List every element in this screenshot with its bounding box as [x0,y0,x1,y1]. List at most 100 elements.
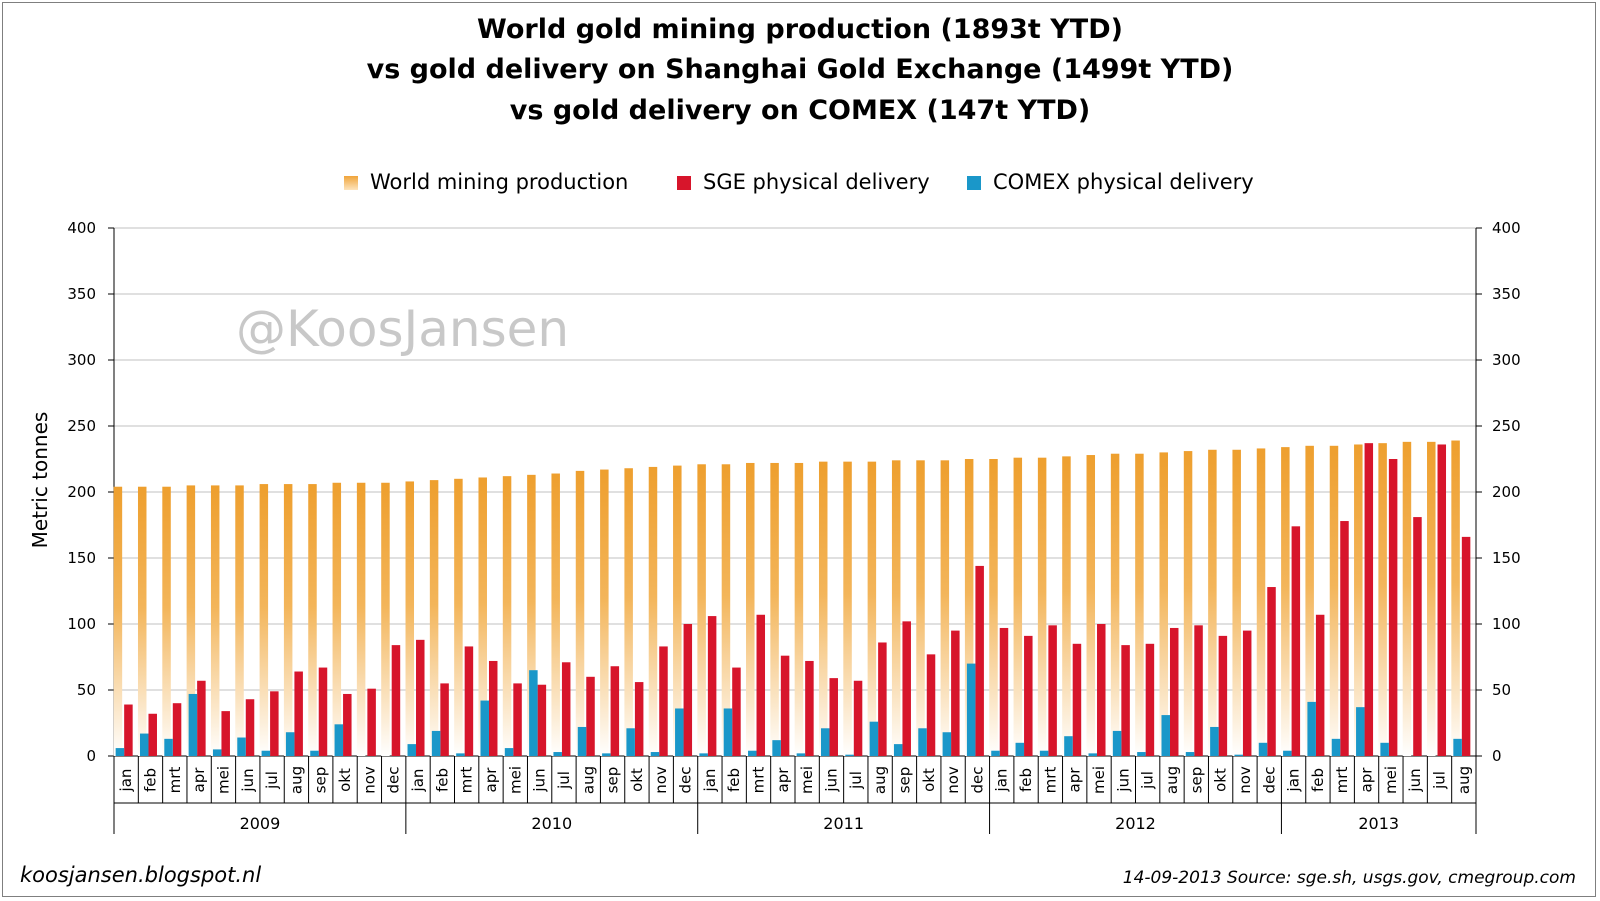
x-tick-label-month: nov [652,766,670,794]
x-tick-label-month: jul [1139,771,1157,790]
bar-sge [829,678,838,756]
bar-sge [318,667,328,756]
chart-title-line-1: World gold mining production (1893t YTD) [477,14,1123,45]
x-tick-label-month: sep [1187,767,1205,794]
bar-sge [561,662,571,756]
x-tick-label-month: jan [117,769,135,793]
bar-sge [172,703,182,756]
bar-comex [1161,715,1170,756]
x-tick-label-month: dec [677,767,695,794]
bar-mining [770,462,779,756]
bar-sge [1364,443,1374,756]
bar-comex [431,730,441,756]
bar-sge [440,683,449,756]
y-tick-label-left: 0 [86,747,96,765]
x-tick-label-month: mrt [750,767,768,794]
x-tick-label-month: feb [725,768,743,792]
bar-comex [748,750,757,756]
x-tick-label-month: feb [141,768,159,792]
x-tick-label-year: 2010 [531,814,572,833]
y-tick-label-left: 250 [67,417,96,435]
x-tick-label-month: apr [1358,767,1376,793]
legend-label-mining: World mining production [370,170,629,194]
bar-comex [164,738,173,756]
bar-comex [1307,701,1316,756]
bar-mining [575,470,585,756]
bar-sge [999,627,1009,756]
bar-mining [964,459,974,756]
bar-mining [454,478,463,756]
bar-sge [1097,624,1106,756]
bar-comex [918,728,927,756]
bar-mining [186,485,196,756]
x-tick-label-month: okt [628,768,646,792]
bar-mining [746,462,755,756]
bar-mining [356,482,366,756]
x-tick-label-month: dec [968,767,986,794]
bar-comex [650,752,660,756]
bar-sge [1194,625,1203,756]
bar-comex [675,708,684,756]
x-tick-label-month: jun [822,768,840,792]
y-tick-label-right: 100 [1492,615,1521,633]
bar-sge [124,704,133,756]
bar-comex [942,732,952,756]
bar-sge [1024,635,1033,756]
x-tick-label-month: aug [1163,766,1181,794]
bar-mining [1378,443,1387,756]
bar-comex [115,748,125,756]
x-tick-label-month: sep [604,767,622,794]
bar-sge [756,614,766,756]
bar-comex [310,750,319,756]
bar-mining [867,461,877,756]
bar-comex [480,700,489,756]
bar-mining [624,468,633,756]
y-tick-label-left: 400 [67,219,96,237]
bar-comex [237,737,246,756]
legend-swatch-mining [344,176,358,190]
bar-sge [1072,643,1082,756]
x-tick-label-month: sep [895,767,913,794]
bar-mining [259,484,269,756]
bar-comex [1331,738,1341,756]
x-tick-label-month: jun [531,768,549,792]
bar-sge [878,642,887,756]
bar-mining [429,480,439,756]
bar-comex [212,749,222,756]
y-tick-label-right: 50 [1492,681,1511,699]
bar-comex [1258,742,1268,756]
bar-comex [966,663,976,756]
legend-swatch-sge [677,176,691,190]
x-tick-label-month: jul [263,771,281,790]
x-tick-label-month: nov [360,766,378,794]
x-tick-label-month: feb [1017,768,1035,792]
y-tick-label-left: 150 [67,549,96,567]
bar-mining [891,460,901,756]
bar-comex [1064,736,1073,756]
x-tick-label-month: mei [1382,766,1400,794]
x-tick-label-month: okt [1212,768,1230,792]
bar-sge [1461,536,1471,756]
bar-comex [261,750,271,756]
bar-mining [137,486,147,756]
x-tick-label-month: nov [944,766,962,794]
bar-sge [1145,643,1155,756]
chart-title-line-3: vs gold delivery on COMEX (147t YTD) [509,95,1091,126]
y-tick-label-left: 200 [67,483,96,501]
legend-label-comex: COMEX physical delivery [993,170,1254,194]
y-tick-label-left: 300 [67,351,96,369]
bar-sge [780,655,790,756]
bar-comex [602,753,611,756]
bar-mining [1159,452,1168,756]
x-tick-label-month: feb [1309,768,1327,792]
x-tick-label-month: feb [433,768,451,792]
bar-mining [1232,449,1241,756]
bar-sge [1218,635,1228,756]
bar-mining [1354,444,1363,756]
bar-mining [210,485,220,756]
x-tick-label-month: okt [336,768,354,792]
x-tick-label-month: jan [701,769,719,793]
bar-comex [820,728,830,756]
bar-mining [1183,451,1193,756]
